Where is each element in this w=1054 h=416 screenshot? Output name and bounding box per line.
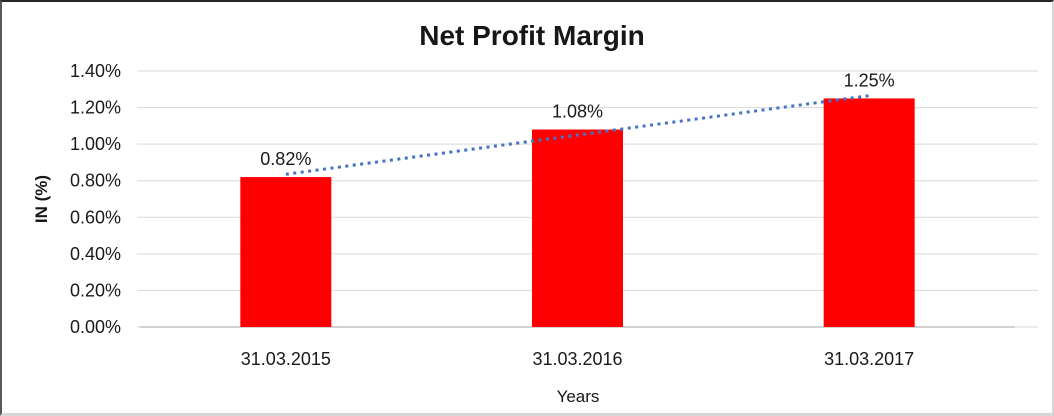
bar-data-label: 0.82% [260, 149, 311, 169]
bar-31.03.2016 [532, 129, 623, 327]
y-tick-label: 1.00% [70, 134, 121, 154]
y-tick-label: 1.20% [70, 98, 121, 118]
y-tick-label: 0.60% [70, 207, 121, 227]
bar-data-label: 1.08% [552, 102, 603, 122]
bar-31.03.2015 [240, 177, 332, 327]
y-tick-label: 0.20% [70, 280, 121, 300]
x-tick-label: 31.03.2017 [824, 349, 914, 369]
trendline [285, 94, 870, 176]
bar-31.03.2017 [823, 98, 915, 327]
y-tick-label: 0.00% [70, 317, 121, 337]
bar-data-label: 1.25% [844, 70, 895, 90]
y-tick-label: 1.40% [70, 61, 121, 81]
x-tick-label: 31.03.2016 [532, 349, 622, 369]
x-tick-label: 31.03.2015 [241, 349, 331, 369]
y-axis-title: IN (%) [32, 174, 51, 224]
x-axis-title: Years [556, 387, 600, 406]
y-tick-label: 0.40% [70, 244, 121, 264]
y-tick-label: 0.80% [70, 171, 121, 191]
chart-title: Net Profit Margin [419, 20, 645, 51]
